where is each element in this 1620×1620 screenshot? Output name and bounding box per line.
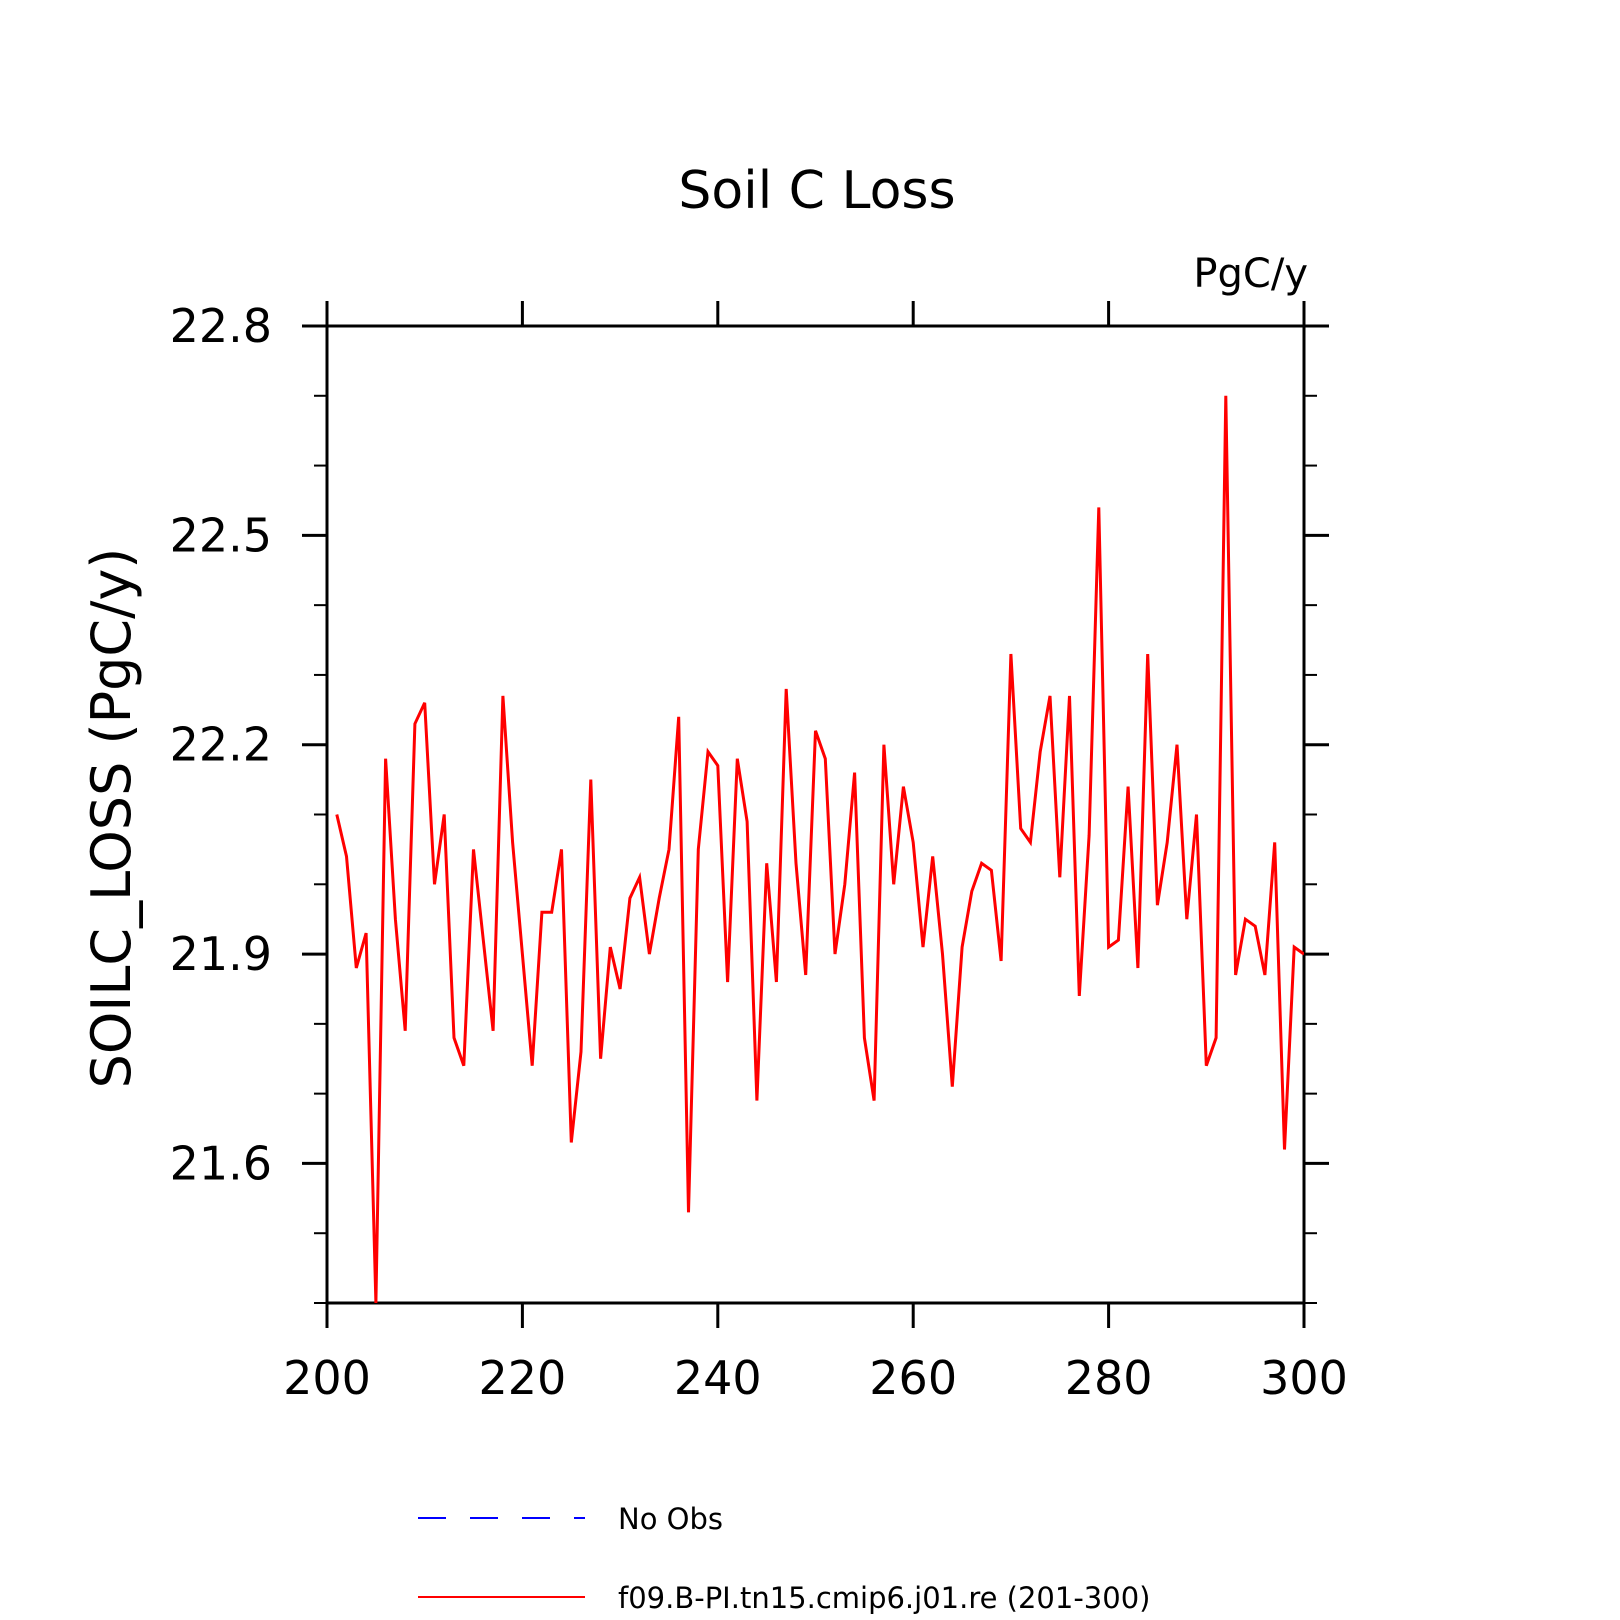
x-tick-label: 280: [1065, 1351, 1153, 1405]
legend-label-no-obs: No Obs: [618, 1502, 723, 1536]
y-tick-label: 21.6: [170, 1136, 272, 1190]
x-tick-label: 200: [283, 1351, 371, 1405]
x-axis: 200 220 240 260 280 300: [283, 301, 1348, 1405]
y-axis-label: SOILC_LOSS (PgC/y): [80, 548, 143, 1089]
x-tick-label: 240: [674, 1351, 762, 1405]
x-tick-label: 300: [1260, 1351, 1348, 1405]
legend: No Obs f09.B-PI.tn15.cmip6.j01.re (201-3…: [418, 1502, 1150, 1615]
y-tick-label: 22.8: [170, 299, 272, 353]
y-tick-label: 22.2: [170, 718, 272, 772]
units-label: PgC/y: [1193, 251, 1308, 297]
plot-frame: [325, 324, 1306, 1305]
y-tick-label: 22.5: [170, 508, 272, 562]
series-layer: [335, 395, 1304, 1303]
x-tick-label: 260: [869, 1351, 957, 1405]
legend-item-no-obs: No Obs: [418, 1502, 723, 1536]
legend-item-model: f09.B-PI.tn15.cmip6.j01.re (201-300): [418, 1581, 1150, 1615]
y-axis: 21.6 21.9 22.2 22.5 22.8: [170, 299, 1329, 1304]
legend-label-model: f09.B-PI.tn15.cmip6.j01.re (201-300): [618, 1581, 1150, 1615]
series-line-1: [335, 395, 1304, 1303]
chart-title: Soil C Loss: [678, 161, 955, 221]
x-tick-label: 220: [478, 1351, 566, 1405]
y-tick-label: 21.9: [170, 927, 272, 981]
